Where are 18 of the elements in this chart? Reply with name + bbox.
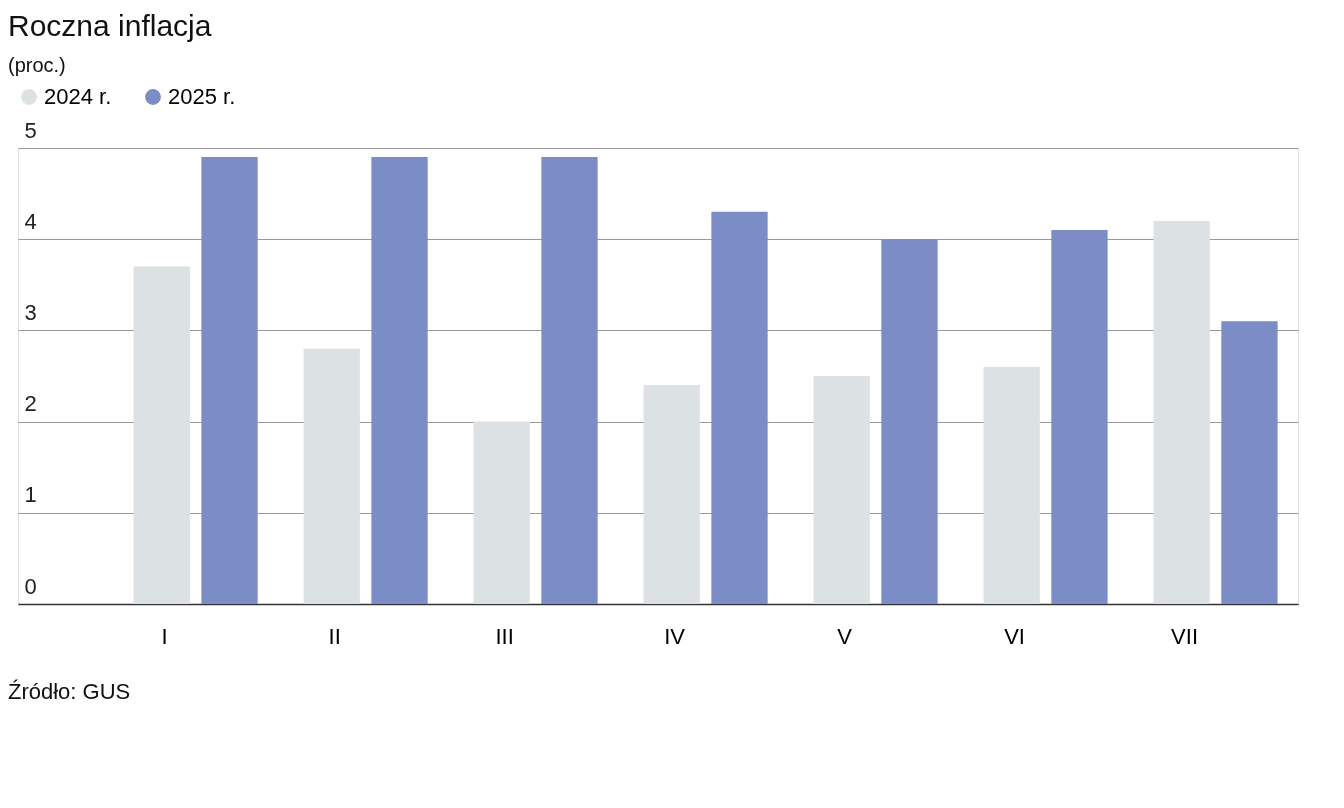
x-tick-label: II bbox=[328, 623, 341, 649]
chart-title: Roczna inflacja bbox=[8, 9, 212, 42]
x-tick-label: VI bbox=[1004, 623, 1025, 649]
y-tick-label: 0 bbox=[24, 573, 37, 599]
y-tick-label: 4 bbox=[24, 208, 37, 234]
x-tick-label: VII bbox=[1171, 623, 1199, 649]
y-tick-label: 1 bbox=[24, 482, 37, 508]
chart-subtitle: (proc.) bbox=[8, 54, 66, 76]
x-tick-label: III bbox=[495, 623, 514, 649]
x-tick-label: IV bbox=[664, 623, 686, 649]
legend-label: 2025 r. bbox=[168, 84, 236, 109]
x-tick-label: V bbox=[837, 623, 853, 649]
y-tick-label: 2 bbox=[24, 391, 37, 417]
legend-label: 2024 r. bbox=[44, 84, 112, 109]
y-tick-label: 3 bbox=[24, 299, 37, 325]
text: Źródło: GUS bbox=[8, 679, 131, 704]
x-tick-label: I bbox=[161, 623, 168, 649]
y-tick-label: 5 bbox=[24, 117, 37, 143]
